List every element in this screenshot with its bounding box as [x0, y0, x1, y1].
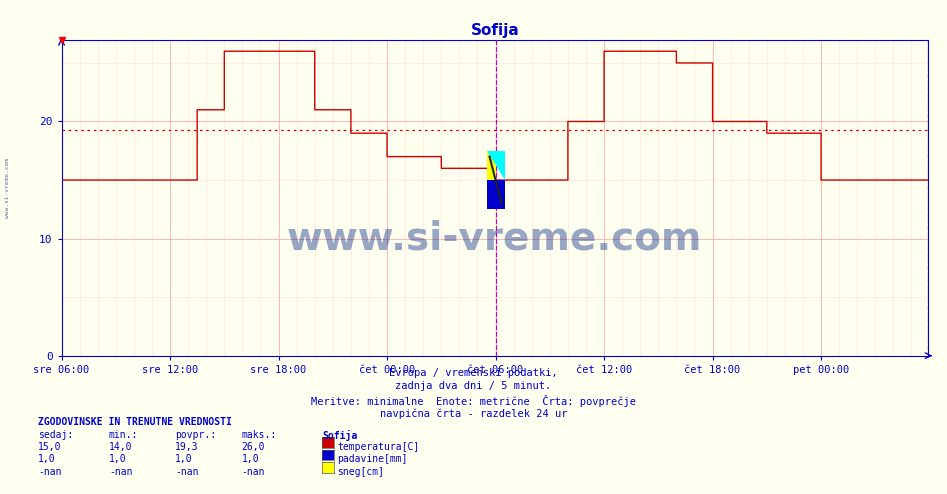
Text: www.si-vreme.com: www.si-vreme.com: [287, 220, 703, 258]
Polygon shape: [487, 151, 505, 180]
Title: Sofija: Sofija: [471, 23, 519, 39]
Text: Evropa / vremenski podatki,: Evropa / vremenski podatki,: [389, 368, 558, 378]
Text: -nan: -nan: [175, 467, 199, 477]
Text: Meritve: minimalne  Enote: metrične  Črta: povprečje: Meritve: minimalne Enote: metrične Črta:…: [311, 395, 636, 407]
Text: 26,0: 26,0: [241, 442, 265, 452]
Text: sneg[cm]: sneg[cm]: [337, 467, 384, 477]
Text: 1,0: 1,0: [109, 454, 127, 464]
Text: 1,0: 1,0: [241, 454, 259, 464]
Text: padavine[mm]: padavine[mm]: [337, 454, 407, 464]
Text: 1,0: 1,0: [175, 454, 193, 464]
Text: sedaj:: sedaj:: [38, 430, 73, 440]
Text: Sofija: Sofija: [322, 430, 357, 441]
Text: -nan: -nan: [38, 467, 62, 477]
Text: 19,3: 19,3: [175, 442, 199, 452]
Text: navpična črta - razdelek 24 ur: navpična črta - razdelek 24 ur: [380, 408, 567, 418]
Text: 14,0: 14,0: [109, 442, 133, 452]
Text: 15,0: 15,0: [38, 442, 62, 452]
Bar: [487, 180, 505, 209]
Text: -nan: -nan: [109, 467, 133, 477]
Text: min.:: min.:: [109, 430, 138, 440]
Text: zadnja dva dni / 5 minut.: zadnja dva dni / 5 minut.: [396, 381, 551, 391]
Text: maks.:: maks.:: [241, 430, 277, 440]
Text: ZGODOVINSKE IN TRENUTNE VREDNOSTI: ZGODOVINSKE IN TRENUTNE VREDNOSTI: [38, 417, 232, 427]
Bar: [487, 151, 495, 180]
Text: temperatura[C]: temperatura[C]: [337, 442, 420, 452]
Text: www.si-vreme.com: www.si-vreme.com: [5, 158, 10, 218]
Text: -nan: -nan: [241, 467, 265, 477]
Text: povpr.:: povpr.:: [175, 430, 216, 440]
Text: 1,0: 1,0: [38, 454, 56, 464]
